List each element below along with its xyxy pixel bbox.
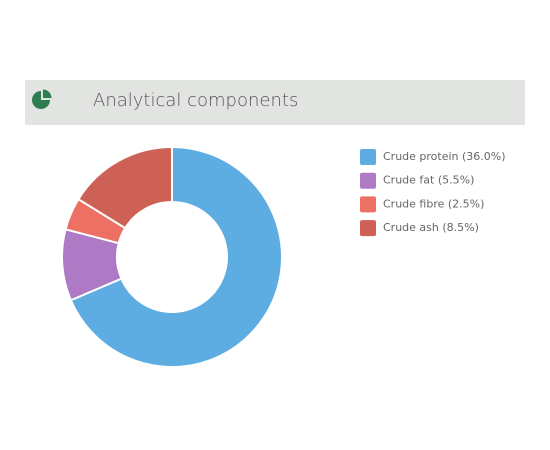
legend-label: Crude protein (36.0%): [383, 150, 506, 163]
donut-slice: [69, 145, 283, 368]
legend-label: Crude fat (5.5%): [383, 174, 474, 187]
legend-swatch: [360, 149, 376, 165]
header-bar: [25, 80, 525, 125]
legend-swatch: [360, 220, 376, 237]
legend-label: Crude fibre (2.5%): [383, 197, 484, 210]
donut: [61, 145, 283, 368]
header-title: Analytical components: [93, 90, 298, 111]
legend: Crude protein (36.0%) Crude fat (5.5%) Cru…: [360, 149, 506, 237]
legend-swatch: [360, 196, 376, 213]
donut-slice: [77, 145, 173, 230]
pie-icon: [32, 89, 52, 109]
legend-label: Crude ash (8.5%): [383, 221, 479, 234]
legend-swatch: [360, 172, 376, 189]
